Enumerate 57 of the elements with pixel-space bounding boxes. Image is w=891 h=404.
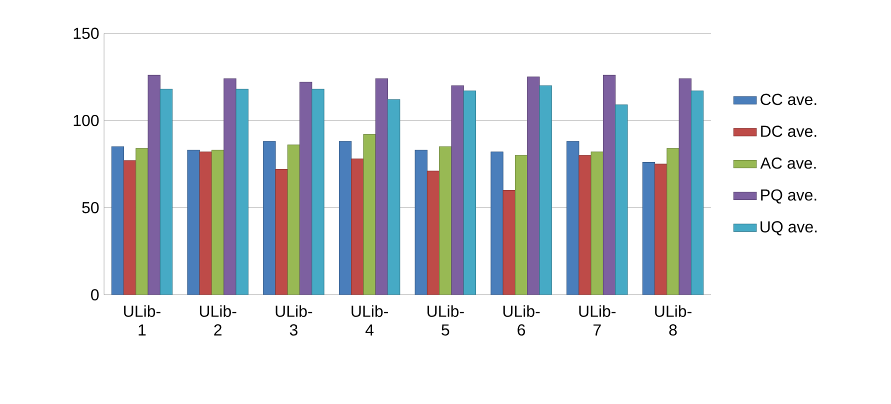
bar — [375, 78, 388, 295]
x-tick-label: ULib-8 — [655, 305, 692, 336]
bar — [566, 141, 580, 295]
bar — [578, 155, 592, 295]
x-tick-label: ULib-6 — [503, 305, 540, 336]
y-tick-label: 50 — [82, 202, 99, 214]
bar — [527, 76, 540, 295]
y-tick-label: 100 — [74, 114, 99, 126]
x-tick-label: ULib-3 — [276, 305, 312, 336]
bar — [224, 78, 236, 295]
bar — [451, 85, 464, 295]
bar — [666, 148, 680, 295]
bar — [263, 141, 276, 295]
bar — [426, 170, 440, 295]
bar — [199, 152, 212, 295]
bar — [312, 88, 324, 295]
bar — [148, 74, 160, 295]
bar — [615, 104, 628, 295]
bar — [490, 152, 504, 295]
bar — [211, 150, 224, 295]
bar — [690, 90, 704, 295]
x-tick-label: ULib-7 — [579, 305, 616, 336]
x-tick-label: ULib-1 — [124, 305, 160, 336]
bar — [602, 74, 616, 295]
bar — [514, 155, 528, 295]
legend-label: UQ ave. — [760, 221, 817, 236]
legend-label: CC ave. — [760, 94, 816, 106]
bar — [136, 148, 148, 295]
bar — [642, 162, 656, 295]
legend-label: AC ave. — [760, 157, 816, 169]
bar — [439, 146, 452, 295]
bar — [123, 160, 136, 295]
bar — [590, 152, 604, 295]
bar — [338, 141, 352, 295]
bar — [275, 168, 288, 295]
bar — [187, 150, 200, 295]
bar — [463, 90, 476, 295]
bar — [299, 82, 312, 295]
bar — [236, 88, 248, 295]
bar — [387, 99, 400, 295]
x-tick-label: ULib-2 — [200, 305, 236, 336]
legend-label: PQ ave. — [761, 189, 816, 204]
x-tick-label: ULib-5 — [428, 305, 464, 336]
y-tick-label: 0 — [91, 289, 99, 300]
bar — [414, 150, 428, 295]
bar — [654, 164, 668, 295]
bar — [502, 190, 516, 295]
bar — [160, 88, 173, 295]
bar — [539, 85, 552, 295]
y-tick-label: 150 — [74, 28, 99, 39]
bar — [287, 144, 300, 295]
x-tick-label: ULib-4 — [352, 305, 388, 336]
bar — [678, 78, 692, 295]
bar — [363, 134, 376, 295]
bar — [111, 146, 124, 295]
bar — [351, 158, 364, 295]
legend-label: DC ave. — [761, 126, 816, 137]
